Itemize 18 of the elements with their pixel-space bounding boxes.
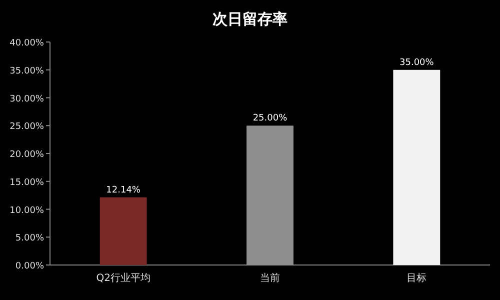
y-tick-label: 30.00% <box>10 94 44 104</box>
bar <box>100 197 147 265</box>
bar <box>393 70 440 265</box>
y-tick-label: 25.00% <box>10 122 44 132</box>
y-tick-label: 15.00% <box>10 178 44 188</box>
data-label: 35.00% <box>400 58 434 68</box>
x-tick-label: 目标 <box>406 272 427 284</box>
y-tick-label: 5.00% <box>15 234 44 244</box>
x-tick-label: Q2行业平均 <box>96 272 150 284</box>
y-tick-label: 35.00% <box>10 66 44 76</box>
y-tick-label: 10.00% <box>10 206 44 216</box>
chart-title: 次日留存率 <box>212 10 288 28</box>
data-label: 12.14% <box>106 185 141 196</box>
y-tick-label: 20.00% <box>10 150 44 160</box>
y-tick-label: 40.00% <box>10 38 44 48</box>
y-tick-label: 0.00% <box>15 262 44 272</box>
data-label: 25.00% <box>252 114 288 124</box>
x-tick-label: 当前 <box>260 272 280 284</box>
